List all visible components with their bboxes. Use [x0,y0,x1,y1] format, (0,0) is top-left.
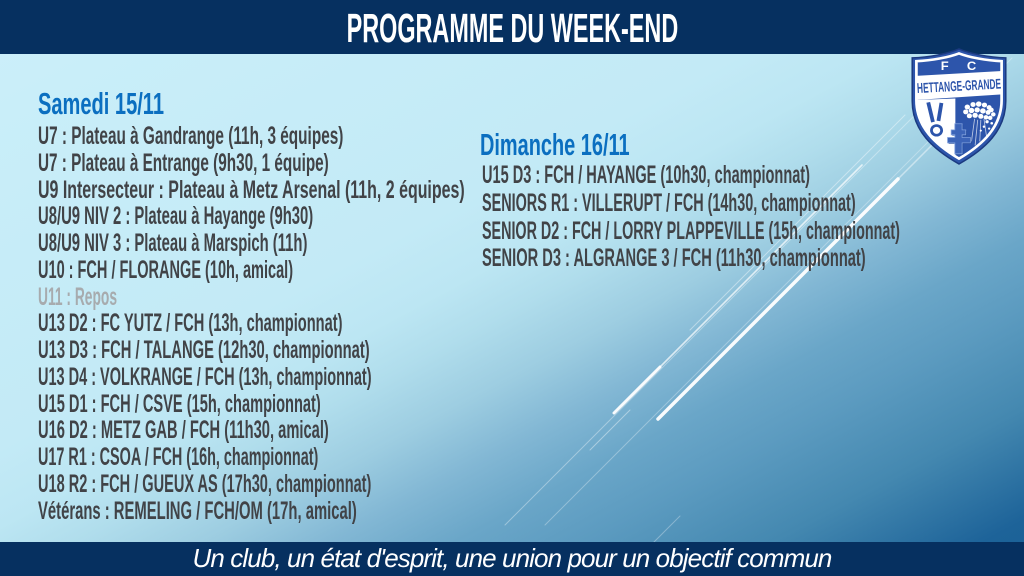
svg-text:F C: F C [941,59,984,73]
svg-text:HETTANGE-GRANDE: HETTANGE-GRANDE [917,77,1002,97]
